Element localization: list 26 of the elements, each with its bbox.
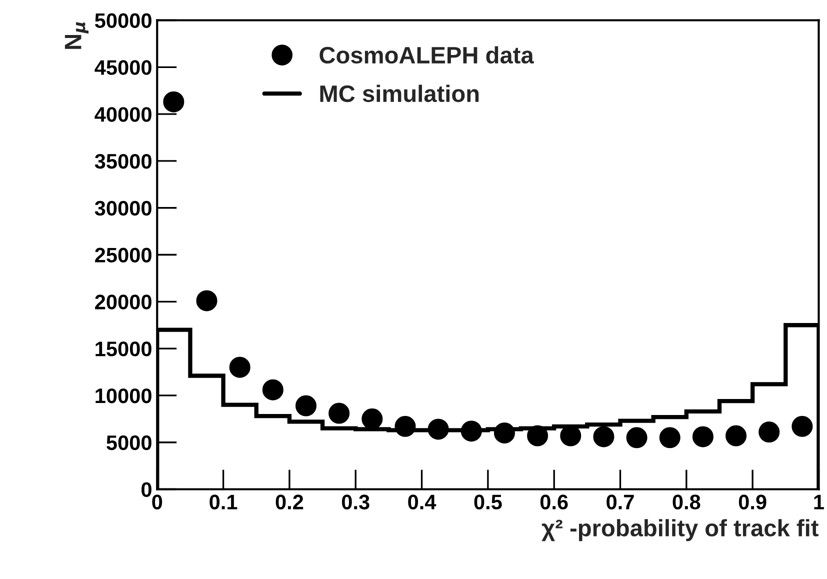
x-tick-label: 0.3 — [342, 494, 370, 510]
legend-label: CosmoALEPH data — [320, 46, 534, 64]
y-tick-label: 30000 — [94, 200, 152, 216]
y-tick-label: 0 — [142, 482, 152, 498]
x-tick-label: 0.8 — [672, 494, 700, 510]
x-tick-label: 0.5 — [474, 494, 502, 510]
x-tick-label: 0.1 — [210, 494, 238, 510]
x-axis-title: χ² -probability of track fit — [542, 519, 818, 542]
y-tick-label: 5000 — [106, 435, 152, 450]
y-tick-label: 10000 — [96, 388, 152, 404]
x-tick-label: 1 — [814, 494, 824, 510]
legend-label: MC simulation — [320, 84, 479, 102]
y-tick-label: 40000 — [94, 107, 152, 122]
y-tick-label: 20000 — [95, 294, 152, 310]
x-tick-label: 0 — [152, 494, 162, 510]
y-tick-label: 25000 — [95, 248, 152, 263]
x-tick-label: 0.2 — [276, 494, 304, 510]
y-axis-title: N$_{μ}$ — [64, 22, 89, 49]
x-tick-label: 0.9 — [738, 494, 766, 510]
y-tick-label: 45000 — [94, 60, 152, 75]
x-tick-label: 0.6 — [540, 494, 568, 510]
x-tick-label: 0.4 — [408, 494, 436, 510]
y-tick-label: 50000 — [94, 13, 152, 28]
y-tick-label: 15000 — [96, 342, 152, 356]
x-tick-label: 0.7 — [606, 494, 634, 510]
y-tick-label: 35000 — [94, 154, 152, 169]
